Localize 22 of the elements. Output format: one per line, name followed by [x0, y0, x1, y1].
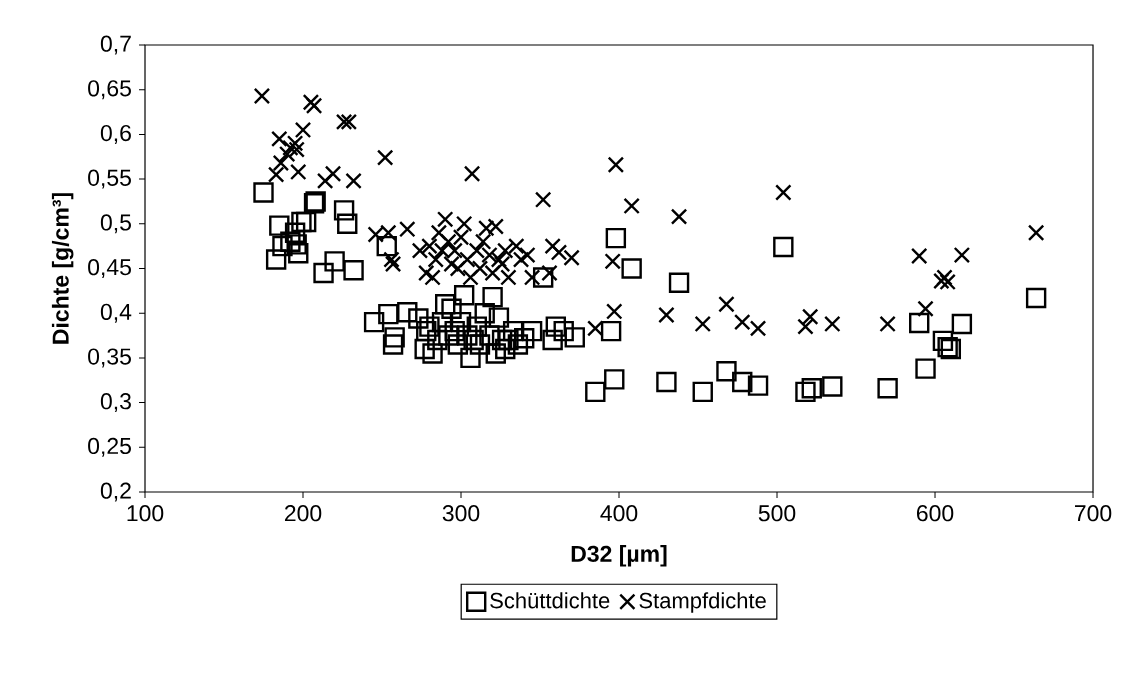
y-tick-label: 0,65: [88, 80, 131, 100]
x-tick-label: 700: [1075, 505, 1112, 522]
y-tick-label: 0,4: [100, 303, 132, 323]
y-axis-title: Dichte [g/cm³]: [51, 193, 74, 344]
y-tick-label: 0,45: [88, 259, 131, 278]
y-tick-label: 0,6: [100, 124, 131, 144]
y-tick-label: 0,7: [100, 35, 131, 55]
x-axis-title: D32 [µm]: [571, 545, 667, 567]
x-tick-label: 400: [600, 505, 638, 522]
x-tick-label: 300: [442, 505, 480, 522]
y-tick-label: 0,5: [100, 214, 131, 234]
y-tick-label: 0,2: [100, 482, 131, 502]
legend-label: Stampfdichte: [639, 592, 766, 613]
x-tick-label: 200: [284, 505, 322, 522]
y-tick-label: 0,35: [88, 348, 131, 368]
x-tick-label: 100: [127, 505, 164, 522]
legend-label: Schüttdichte: [490, 592, 610, 609]
y-tick-label: 0,55: [88, 169, 131, 189]
x-tick-label: 600: [916, 505, 954, 522]
y-tick-label: 0,25: [88, 437, 131, 457]
x-tick-label: 500: [758, 505, 796, 522]
y-tick-label: 0,3: [100, 393, 131, 413]
